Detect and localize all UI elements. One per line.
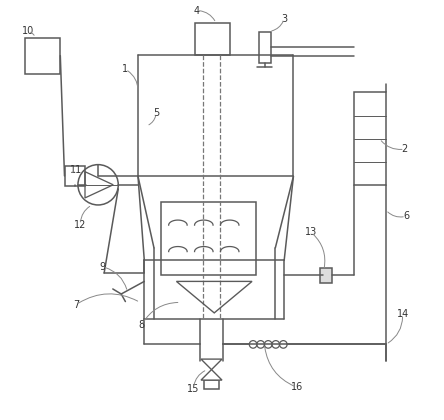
Text: 3: 3 xyxy=(281,14,287,24)
Bar xyxy=(259,32,271,63)
Bar xyxy=(24,38,60,74)
Text: 5: 5 xyxy=(153,108,159,118)
Polygon shape xyxy=(201,359,222,370)
Bar xyxy=(64,166,85,186)
Text: 12: 12 xyxy=(74,220,87,230)
Text: 6: 6 xyxy=(403,211,409,221)
Text: 4: 4 xyxy=(194,5,200,16)
Text: 13: 13 xyxy=(305,227,317,237)
Polygon shape xyxy=(201,370,222,380)
Text: 1: 1 xyxy=(123,64,128,74)
Text: 7: 7 xyxy=(73,299,79,310)
Text: 2: 2 xyxy=(401,144,408,154)
Bar xyxy=(204,380,219,389)
Bar xyxy=(320,268,333,283)
Text: 16: 16 xyxy=(291,382,303,392)
Bar xyxy=(354,92,386,185)
Text: 8: 8 xyxy=(138,320,144,331)
Text: 15: 15 xyxy=(187,383,200,394)
Text: 11: 11 xyxy=(70,165,83,175)
Text: 10: 10 xyxy=(22,26,34,37)
Bar xyxy=(195,23,230,55)
Text: 9: 9 xyxy=(99,262,105,272)
Bar xyxy=(161,202,256,275)
Text: 14: 14 xyxy=(396,309,409,319)
